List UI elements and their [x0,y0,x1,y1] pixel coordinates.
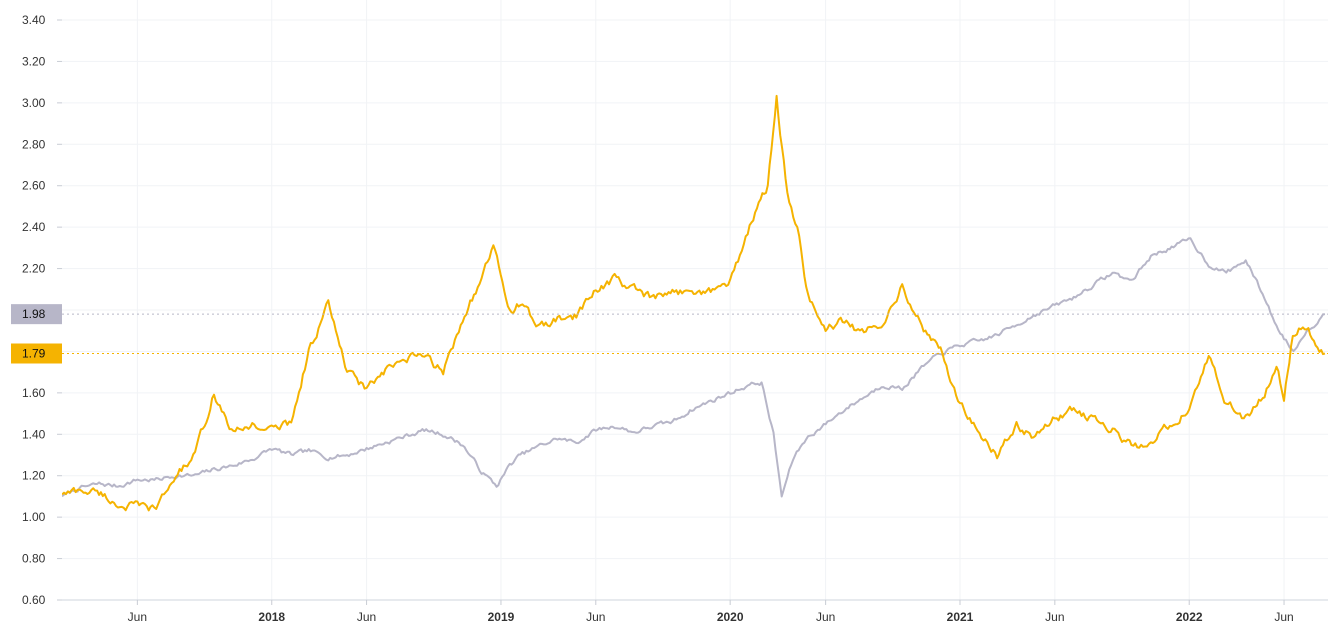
y-tick-label: 3.20 [22,54,46,68]
last-value-badge [11,343,62,364]
x-tick-label: Jun [816,610,835,624]
series-line-gray [62,237,1326,498]
last-value-badges: 1.98 1.79 [11,304,62,364]
x-tick-label: 2019 [488,610,515,624]
series-line-orange [62,94,1326,512]
y-tick-label: 2.80 [22,137,46,151]
y-tick-label: 1.20 [22,469,46,483]
x-tick-label: 2018 [258,610,285,624]
last-value-label: 1.98 [22,307,46,321]
x-tick-label: Jun [1274,610,1293,624]
y-tick-label: 2.20 [22,262,46,276]
y-tick-label: 3.00 [22,96,46,110]
y-tick-label: 0.80 [22,552,46,566]
y-tick-label: 3.40 [22,13,46,27]
last-value-badge [11,304,62,325]
x-tick-label: Jun [1045,610,1064,624]
x-tick-label: 2021 [947,610,974,624]
y-tick-label: 1.40 [22,427,46,441]
x-tick-label: 2020 [717,610,744,624]
x-tick-label: 2022 [1176,610,1203,624]
x-axis: Jun 2018 Jun 2019 Jun 2020 Jun 2021 Jun 2022 Jun [128,600,1294,624]
y-tick-label: 1.00 [22,510,46,524]
last-value-lines [62,313,1328,354]
series-lines [62,94,1326,512]
x-tick-label: Jun [586,610,605,624]
y-tick-label: 2.60 [22,179,46,193]
x-tick-label: Jun [128,610,147,624]
grid [62,0,1328,601]
last-value-label: 1.79 [22,347,46,361]
y-tick-label: 2.40 [22,220,46,234]
x-tick-label: Jun [357,610,376,624]
y-tick-label: 1.60 [22,386,46,400]
y-tick-label: 0.60 [22,593,46,607]
